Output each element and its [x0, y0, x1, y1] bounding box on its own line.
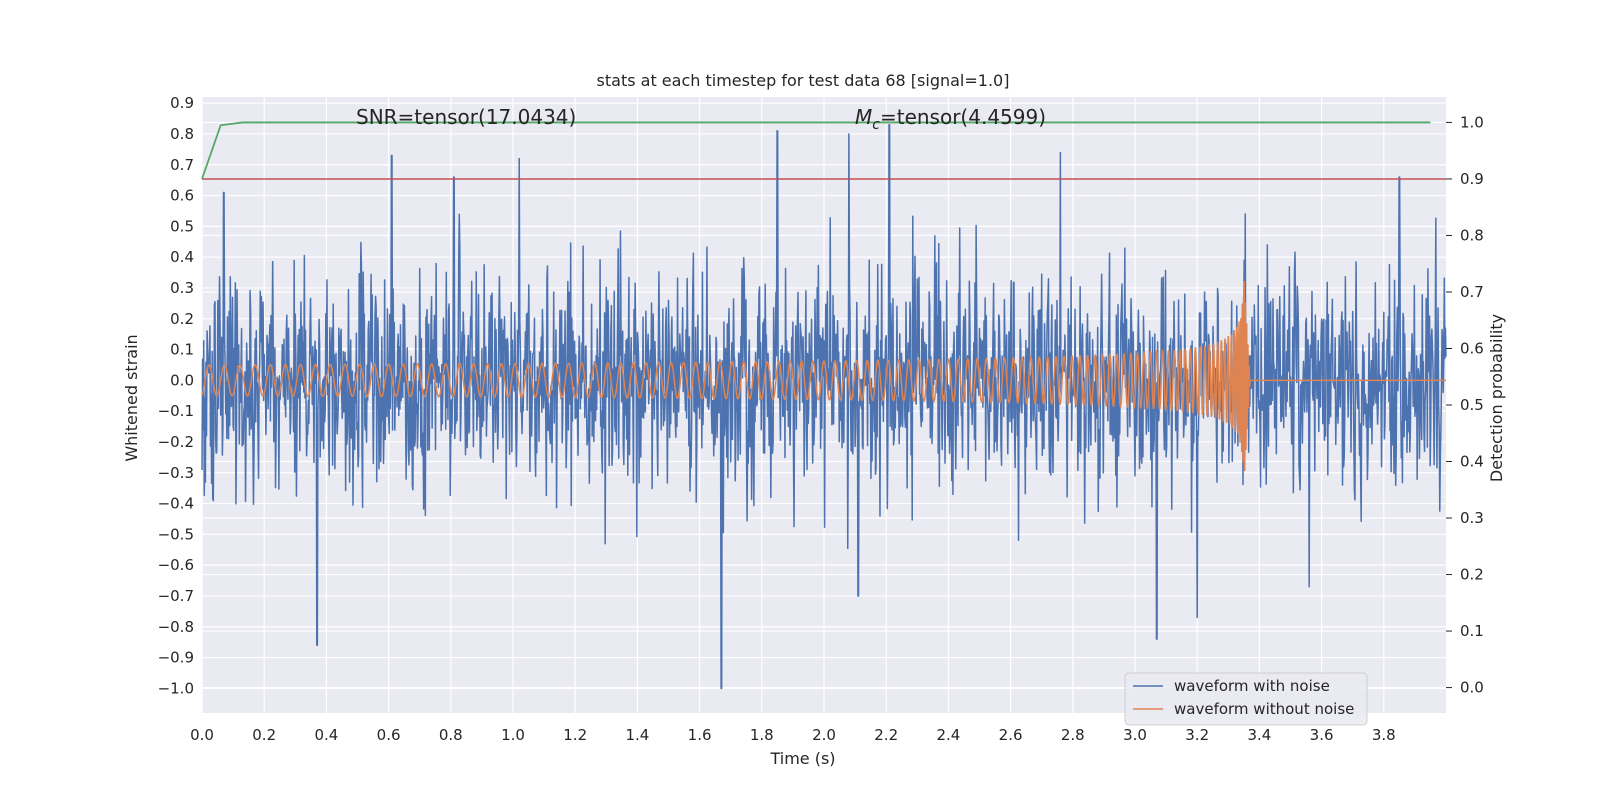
x-tick-label: 3.4	[1247, 726, 1271, 744]
y-tick-label: −1.0	[158, 679, 194, 697]
x-tick-label: 1.8	[750, 726, 774, 744]
y-tick-label: 0.0	[170, 371, 194, 389]
series-detection-probability	[201, 121, 1431, 180]
y-tick-label: 0.5	[170, 217, 194, 235]
x-tick-label: 1.2	[563, 726, 587, 744]
x-tick-label: 2.0	[812, 726, 836, 744]
chirp-mass-subscript: c	[872, 117, 880, 133]
x-tick-label: 0.8	[439, 726, 463, 744]
y2-tick-label: 0.9	[1460, 170, 1484, 188]
chirp-mass-annotation: Mc=tensor(4.4599)	[855, 105, 1046, 133]
y-tick-label: −0.1	[158, 402, 194, 420]
y-tick-label: 0.1	[170, 341, 194, 359]
y-tick-label: −0.8	[158, 618, 194, 636]
legend-label-noisy: waveform with noise	[1174, 677, 1330, 695]
x-tick-label: 2.2	[874, 726, 898, 744]
y2-tick-label: 0.4	[1460, 453, 1484, 471]
y2-tick-label: 0.5	[1460, 396, 1484, 414]
y-tick-label: −0.2	[158, 433, 194, 451]
y2-tick-label: 0.1	[1460, 622, 1484, 640]
chart-title: stats at each timestep for test data 68 …	[597, 71, 1010, 90]
x-tick-label: 0.0	[190, 726, 214, 744]
chirp-mass-symbol: M	[855, 105, 872, 129]
y-tick-label: −0.6	[158, 556, 194, 574]
y2-tick-label: 1.0	[1460, 113, 1484, 131]
y-tick-label: 0.9	[170, 94, 194, 112]
y-tick-label: −0.4	[158, 495, 194, 513]
chirp-mass-value: =tensor(4.4599)	[880, 105, 1046, 129]
y-tick-label: 0.8	[170, 125, 194, 143]
legend-box	[1124, 672, 1368, 726]
x-tick-label: 2.4	[936, 726, 960, 744]
series-waveform-without-noise	[201, 281, 1446, 472]
y-tick-label: 0.4	[170, 248, 194, 266]
snr-annotation: SNR=tensor(17.0434)	[356, 105, 576, 129]
y2-tick-label: 0.7	[1460, 283, 1484, 301]
x-tick-label: 3.8	[1372, 726, 1396, 744]
y2-tick-label: 0.0	[1460, 679, 1484, 697]
x-tick-label: 1.0	[501, 726, 525, 744]
x-axis-label: Time (s)	[769, 749, 835, 768]
x-tick-label: 0.4	[314, 726, 338, 744]
y2-axis-label: Detection probability	[1487, 314, 1506, 482]
y-tick-label: −0.5	[158, 525, 194, 543]
y2-tick-label: 0.2	[1460, 566, 1484, 584]
y-tick-label: −0.7	[158, 587, 194, 605]
y2-tick-label: 0.6	[1460, 339, 1484, 357]
y-tick-label: −0.9	[158, 649, 194, 667]
x-tick-label: 2.6	[999, 726, 1023, 744]
y-tick-label: 0.7	[170, 156, 194, 174]
x-tick-labels: 0.0 0.2 0.4 0.6 0.8 1.0 1.2 1.4 1.6 1.8 2.0 2.2 2.4 2…	[190, 726, 1396, 744]
x-tick-label: 3.0	[1123, 726, 1147, 744]
y-tick-label: −0.3	[158, 464, 194, 482]
y2-tick-labels: 0.0 0.1 0.2 0.3 0.4 0.5 0.6 0.7 0.8 0.9 1.0	[1446, 113, 1484, 697]
legend: waveform with noise waveform without noi…	[1124, 672, 1368, 726]
x-tick-label: 3.6	[1310, 726, 1334, 744]
x-tick-label: 0.6	[377, 726, 401, 744]
y-axis-label: Whitened strain	[122, 334, 141, 461]
legend-label-clean: waveform without noise	[1174, 700, 1354, 718]
y2-tick-label: 0.8	[1460, 226, 1484, 244]
y-tick-label: 0.3	[170, 279, 194, 297]
y-tick-label: 0.2	[170, 310, 194, 328]
x-tick-label: 0.2	[252, 726, 276, 744]
x-tick-label: 3.2	[1185, 726, 1209, 744]
x-tick-label: 1.6	[688, 726, 712, 744]
x-tick-label: 2.8	[1061, 726, 1085, 744]
series-layer	[201, 121, 1447, 690]
y-tick-label: 0.6	[170, 187, 194, 205]
y2-tick-label: 0.3	[1460, 509, 1484, 527]
x-tick-label: 1.4	[625, 726, 649, 744]
y-tick-labels: −1.0 −0.9 −0.8 −0.7 −0.6 −0.5 −0.4 −0.3 −0.2 −0.1…	[158, 94, 194, 697]
